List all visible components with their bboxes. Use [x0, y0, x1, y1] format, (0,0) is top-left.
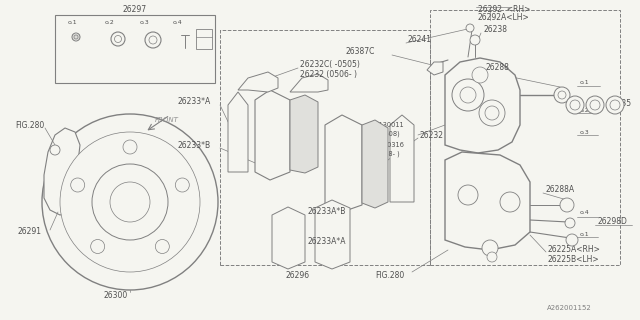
Polygon shape: [390, 115, 414, 202]
Circle shape: [91, 239, 105, 253]
Text: 26233A*A: 26233A*A: [308, 237, 346, 246]
Text: 26292A<LH>: 26292A<LH>: [478, 13, 530, 22]
Circle shape: [466, 24, 474, 32]
Circle shape: [487, 252, 497, 262]
Circle shape: [460, 87, 476, 103]
Text: o.1: o.1: [580, 81, 589, 85]
Text: 26288: 26288: [485, 63, 509, 73]
Text: 26288A: 26288A: [545, 186, 574, 195]
Text: 26296: 26296: [285, 270, 309, 279]
Polygon shape: [290, 74, 328, 92]
Text: 26298D: 26298D: [598, 218, 628, 227]
Circle shape: [42, 114, 218, 290]
Polygon shape: [445, 152, 530, 250]
Text: M000316: M000316: [373, 142, 404, 148]
Polygon shape: [325, 115, 362, 212]
Text: 26300: 26300: [103, 291, 127, 300]
Text: 26225A<RH>: 26225A<RH>: [548, 245, 601, 254]
Circle shape: [566, 96, 584, 114]
Bar: [220, 30, 430, 265]
Circle shape: [470, 35, 480, 45]
Circle shape: [156, 239, 170, 253]
Circle shape: [485, 106, 499, 120]
Text: 26232: 26232: [420, 131, 444, 140]
Circle shape: [175, 178, 189, 192]
Text: ( -0608): ( -0608): [373, 131, 400, 137]
Text: o.4: o.4: [580, 211, 589, 215]
Circle shape: [92, 164, 168, 240]
Text: o.2: o.2: [105, 20, 115, 26]
Text: 26238: 26238: [483, 26, 507, 35]
Text: 26233*A: 26233*A: [178, 98, 211, 107]
Text: M130011: M130011: [373, 122, 404, 128]
Circle shape: [70, 178, 84, 192]
Text: FIG.280: FIG.280: [15, 121, 44, 130]
Circle shape: [610, 100, 620, 110]
Circle shape: [479, 100, 505, 126]
Text: o.3: o.3: [140, 20, 150, 26]
Circle shape: [554, 87, 570, 103]
Polygon shape: [290, 95, 318, 173]
Text: 26291: 26291: [18, 228, 42, 236]
Circle shape: [482, 240, 498, 256]
Circle shape: [458, 185, 478, 205]
Circle shape: [570, 100, 580, 110]
Text: 26241: 26241: [408, 36, 432, 44]
Polygon shape: [272, 207, 305, 269]
Text: A262001152: A262001152: [547, 305, 592, 311]
Circle shape: [110, 182, 150, 222]
Circle shape: [50, 145, 60, 155]
Text: 26387C: 26387C: [345, 47, 374, 57]
Circle shape: [452, 79, 484, 111]
Text: o.1: o.1: [68, 20, 77, 26]
Bar: [196, 29, 212, 49]
Polygon shape: [255, 90, 290, 180]
Text: FIG.280: FIG.280: [375, 270, 404, 279]
Circle shape: [565, 218, 575, 228]
Text: FRONT: FRONT: [155, 117, 179, 123]
Polygon shape: [445, 58, 520, 153]
Text: 26233*B: 26233*B: [178, 140, 211, 149]
Text: 26233A*B: 26233A*B: [308, 207, 346, 217]
Polygon shape: [44, 128, 82, 215]
Circle shape: [606, 96, 624, 114]
Text: 26232 (0506- ): 26232 (0506- ): [300, 69, 357, 78]
Text: 26235: 26235: [608, 99, 632, 108]
Circle shape: [558, 91, 566, 99]
Text: 26232C( -0505): 26232C( -0505): [300, 60, 360, 69]
Text: (0608- ): (0608- ): [373, 151, 400, 157]
Circle shape: [123, 140, 137, 154]
Circle shape: [566, 234, 578, 246]
Bar: [55, 15, 215, 83]
Text: 26225B<LH>: 26225B<LH>: [548, 254, 600, 263]
Circle shape: [472, 67, 488, 83]
Text: o.1: o.1: [580, 231, 589, 236]
Circle shape: [590, 100, 600, 110]
Text: 26292  <RH>: 26292 <RH>: [478, 5, 531, 14]
Text: o.2: o.2: [580, 108, 589, 113]
Polygon shape: [427, 62, 443, 75]
Text: o.4: o.4: [173, 20, 183, 26]
Circle shape: [586, 96, 604, 114]
Bar: [430, 10, 620, 265]
Polygon shape: [238, 72, 278, 92]
Text: 26297: 26297: [123, 4, 147, 13]
Polygon shape: [362, 120, 388, 208]
Circle shape: [60, 132, 200, 272]
Text: o.3: o.3: [580, 130, 589, 134]
Polygon shape: [228, 92, 248, 172]
Circle shape: [500, 192, 520, 212]
Polygon shape: [315, 200, 350, 269]
Circle shape: [560, 198, 574, 212]
